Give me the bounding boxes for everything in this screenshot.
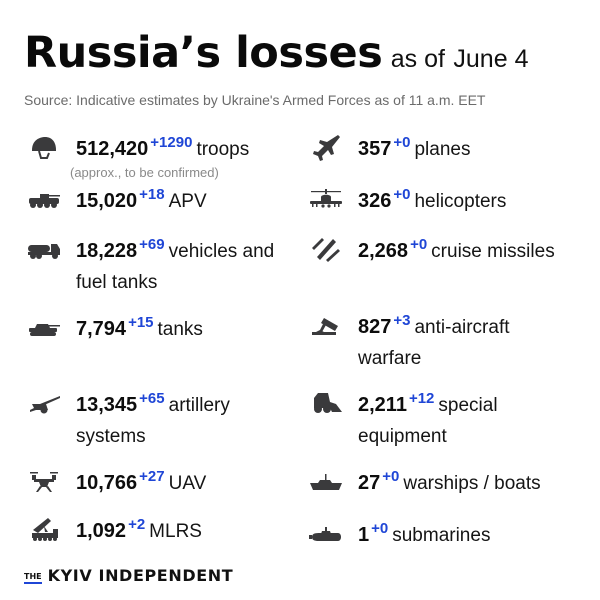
stat-label: anti-aircraft warfare bbox=[358, 317, 510, 369]
stat-delta: +1290 bbox=[150, 134, 193, 151]
artillery-icon bbox=[26, 390, 62, 418]
stat-label: MLRS bbox=[149, 521, 202, 542]
stat-warships: 27 +0 warships / boats bbox=[308, 468, 541, 500]
stat-delta: +27 bbox=[139, 468, 165, 485]
stat-value: 15,020 bbox=[76, 190, 138, 212]
stat-delta: +69 bbox=[139, 236, 165, 253]
stat-delta: +0 bbox=[410, 236, 428, 253]
stat-label: UAV bbox=[168, 473, 207, 494]
submarine-icon bbox=[308, 520, 344, 548]
stat-special-equipment: 2,211 +12 special equipment bbox=[308, 390, 588, 452]
stat-label: cruise missiles bbox=[431, 241, 555, 262]
stat-label: APV bbox=[168, 191, 207, 212]
stat-submarines: 1 +0 submarines bbox=[308, 520, 490, 552]
stat-delta: +0 bbox=[393, 186, 411, 203]
stat-delta: +3 bbox=[393, 312, 411, 329]
stat-anti-aircraft: 827 +3 anti-aircraft warfare bbox=[308, 312, 588, 374]
stat-value: 1,092 bbox=[76, 520, 127, 542]
warship-icon bbox=[308, 468, 344, 496]
stat-apv: 15,020 +18 APV bbox=[26, 186, 207, 218]
stat-label: planes bbox=[414, 139, 471, 160]
stat-delta: +0 bbox=[382, 468, 400, 485]
stat-value: 357 bbox=[358, 138, 392, 160]
stat-mlrs: 1,092 +2 MLRS bbox=[26, 516, 202, 548]
stat-value: 2,211 bbox=[358, 394, 407, 416]
stat-value: 326 bbox=[358, 190, 392, 212]
stat-delta: +0 bbox=[371, 520, 389, 537]
mlrs-icon bbox=[26, 516, 62, 544]
stat-value: 18,228 bbox=[76, 240, 138, 262]
fighter-jet-icon bbox=[308, 134, 344, 162]
stat-artillery: 13,345 +65 artillery systems bbox=[26, 390, 296, 452]
cruise-missile-icon bbox=[308, 236, 344, 264]
stat-cruise-missiles: 2,268 +0 cruise missiles bbox=[308, 236, 588, 268]
stat-uav: 10,766 +27 UAV bbox=[26, 468, 206, 500]
logo-name: KYIV INDEPENDENT bbox=[47, 566, 234, 585]
stat-planes: 357 +0 planes bbox=[308, 134, 470, 166]
title-date: June 4 bbox=[451, 45, 531, 73]
fuel-truck-icon bbox=[26, 236, 62, 264]
stat-label: artillery systems bbox=[76, 395, 230, 447]
stat-delta: +0 bbox=[393, 134, 411, 151]
stat-label: vehicles and fuel tanks bbox=[76, 241, 275, 293]
title-row: Russia’s losses as of June 4 bbox=[24, 28, 531, 78]
stat-value: 10,766 bbox=[76, 472, 138, 494]
stat-tanks: 7,794 +15 tanks bbox=[26, 314, 203, 346]
stat-delta: +2 bbox=[128, 516, 146, 533]
stat-delta: +12 bbox=[408, 390, 435, 407]
stat-note: (approx., to be confirmed) bbox=[70, 165, 219, 180]
logo-the: THE bbox=[24, 572, 42, 584]
tank-icon bbox=[26, 314, 62, 342]
stat-value: 7,794 bbox=[76, 318, 127, 340]
stat-value: 2,268 bbox=[358, 240, 409, 262]
stat-delta: +18 bbox=[139, 186, 165, 203]
stat-delta: +15 bbox=[128, 314, 154, 331]
source-note: Source: Indicative estimates by Ukraine'… bbox=[24, 92, 486, 108]
stat-troops: 512,420 +1290 troops (approx., to be confi… bbox=[26, 134, 249, 180]
kyiv-independent-logo: THE KYIV INDEPENDENT bbox=[24, 566, 233, 585]
stat-value: 1 bbox=[358, 524, 370, 546]
title-as-of: as of bbox=[390, 45, 445, 73]
stat-label: special equipment bbox=[358, 395, 498, 447]
stat-delta: +65 bbox=[139, 390, 165, 407]
stat-value: 13,345 bbox=[76, 394, 138, 416]
helicopter-icon bbox=[308, 186, 344, 214]
stat-value: 512,420 bbox=[76, 138, 149, 160]
bulldozer-icon bbox=[308, 390, 344, 418]
stat-helicopters: 326 +0 helicopters bbox=[308, 186, 506, 218]
stat-value: 27 bbox=[358, 472, 381, 494]
stat-label: warships / boats bbox=[403, 473, 541, 494]
anti-aircraft-icon bbox=[308, 312, 344, 340]
stat-label: troops bbox=[196, 139, 250, 160]
stat-label: tanks bbox=[157, 319, 203, 340]
stat-label: submarines bbox=[392, 525, 491, 546]
apv-icon bbox=[26, 186, 62, 214]
drone-icon bbox=[26, 468, 62, 496]
helmet-icon bbox=[26, 134, 62, 162]
page-title: Russia’s losses bbox=[24, 28, 383, 78]
stat-label: helicopters bbox=[414, 191, 507, 212]
stat-value: 827 bbox=[358, 316, 392, 338]
stat-vehicles: 18,228 +69 vehicles and fuel tanks bbox=[26, 236, 296, 298]
